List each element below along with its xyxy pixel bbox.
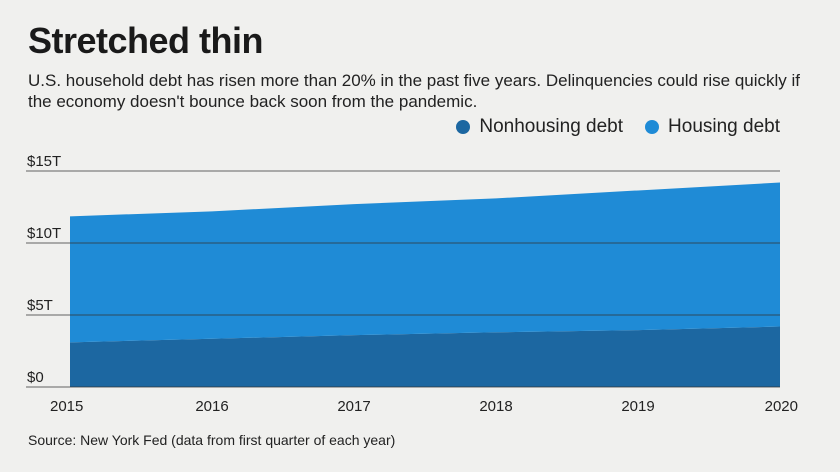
x-tick-label: 2019 (621, 398, 654, 415)
legend: Nonhousing debt Housing debt (456, 116, 780, 138)
x-tick-label: 2015 (50, 398, 83, 415)
x-tick-label: 2017 (337, 398, 370, 415)
x-tick-label: 2016 (195, 398, 228, 415)
x-tick-label: 2020 (765, 398, 798, 415)
source-note: Source: New York Fed (data from first qu… (28, 432, 396, 448)
x-tick-label: 2018 (479, 398, 512, 415)
legend-swatch-nonhousing (456, 120, 471, 134)
area-nonhousing (70, 326, 780, 387)
y-tick-label: $15T (27, 153, 61, 170)
legend-swatch-housing (645, 120, 660, 134)
legend-item-nonhousing: Nonhousing debt (456, 116, 623, 138)
chart-title: Stretched thin (28, 20, 264, 61)
y-tick-label: $5T (27, 297, 53, 314)
legend-item-housing: Housing debt (645, 116, 780, 138)
y-tick-label: $10T (27, 225, 61, 242)
area-housing (70, 182, 780, 343)
legend-label-housing: Housing debt (668, 116, 780, 137)
chart-subtitle: U.S. household debt has risen more than … (28, 71, 801, 111)
legend-label-nonhousing: Nonhousing debt (479, 116, 624, 137)
y-tick-label: $0 (27, 369, 44, 386)
